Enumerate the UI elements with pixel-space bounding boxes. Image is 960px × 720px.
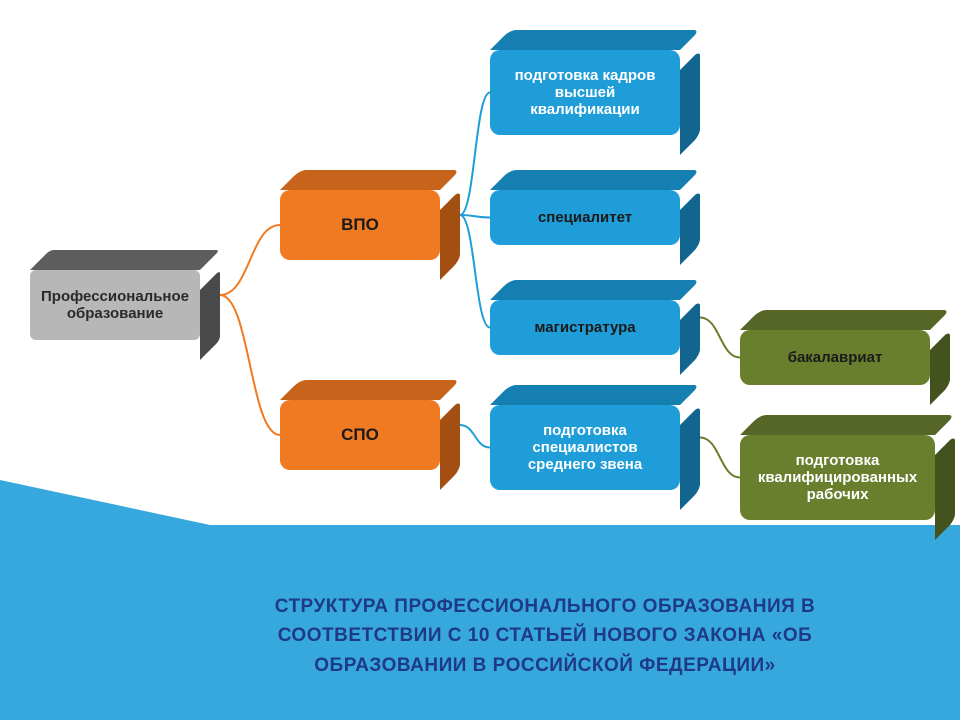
edge-mid-rab [700,438,740,478]
edge-root-spo [220,295,280,435]
edge-vpo-kadr [460,93,490,216]
block-label-mag: магистратура [490,300,680,355]
block-label-rab: подготовка квалифицированных рабочих [740,435,935,520]
block-label-spo: СПО [280,400,440,470]
block-root: Профессиональное образование [30,270,220,360]
edge-spo-mid [460,425,490,448]
block-kadr: подготовка кадров высшей квалификации [490,50,700,155]
edge-mag-bak [700,318,740,358]
edge-vpo-mag [460,215,490,328]
title-band-triangle [0,480,210,525]
block-mag: магистратура [490,300,700,375]
block-mid: подготовка специалистов среднего звена [490,405,700,510]
diagram-canvas: Профессиональное образование ВПО СПО подгот… [0,0,960,720]
block-label-spec: специалитет [490,190,680,245]
block-vpo: ВПО [280,190,460,280]
edge-vpo-spec [460,215,490,218]
block-label-vpo: ВПО [280,190,440,260]
block-bak: бакалавриат [740,330,950,405]
block-spec: специалитет [490,190,700,265]
block-label-kadr: подготовка кадров высшей квалификации [490,50,680,135]
block-label-mid: подготовка специалистов среднего звена [490,405,680,490]
block-rab: подготовка квалифицированных рабочих [740,435,955,540]
diagram-title: СТРУКТУРА ПРОФЕССИОНАЛЬНОГО ОБРАЗОВАНИЯ … [210,592,880,680]
edge-root-vpo [220,225,280,295]
block-spo: СПО [280,400,460,490]
block-label-root: Профессиональное образование [30,270,200,340]
block-label-bak: бакалавриат [740,330,930,385]
